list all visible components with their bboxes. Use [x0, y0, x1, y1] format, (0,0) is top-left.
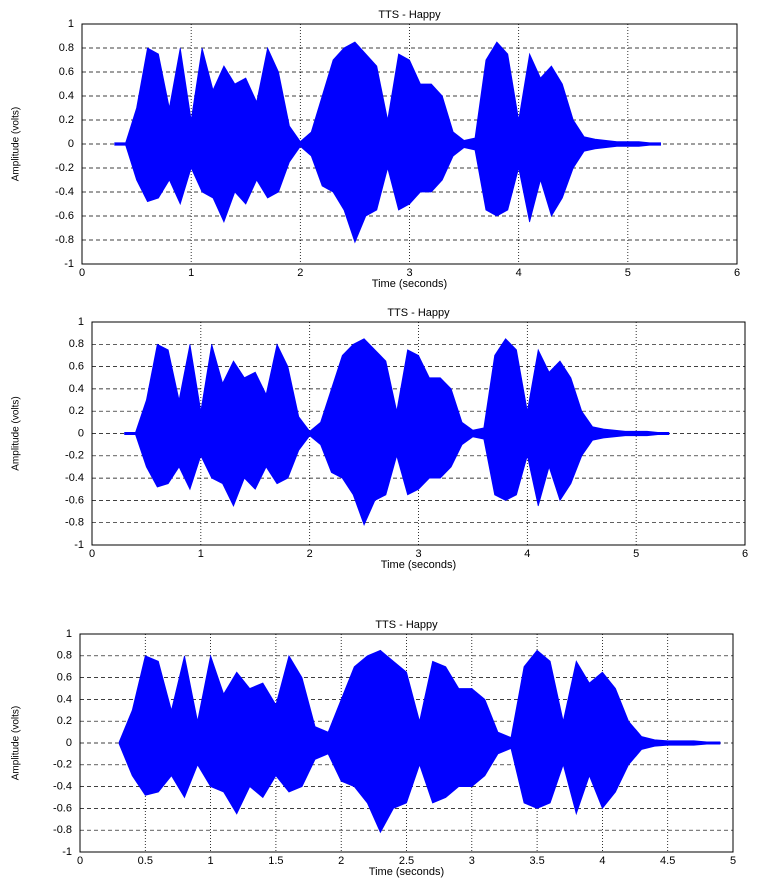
y-tick-label: -0.8: [55, 234, 74, 246]
x-tick-label: 4.5: [660, 855, 675, 867]
waveform-envelope: [118, 742, 721, 834]
y-tick-label: -0.4: [65, 472, 84, 484]
plot-frame: [79, 633, 734, 853]
x-tick-label: 4: [599, 855, 605, 867]
y-tick-label: -0.8: [65, 517, 84, 529]
y-tick-label: 0.4: [69, 383, 84, 395]
y-tick-label: 0.2: [57, 715, 72, 727]
x-tick-label: 4: [524, 548, 530, 560]
chart-title: TTS - Happy: [387, 307, 450, 319]
y-axis-label: Amplitude (volts): [11, 396, 22, 470]
y-tick-label: 0.6: [57, 672, 72, 684]
y-tick-label: -0.4: [55, 186, 74, 198]
x-tick-label: 3: [415, 548, 421, 560]
x-tick-label: 5: [625, 267, 631, 279]
y-tick-label: -0.2: [55, 162, 74, 174]
x-tick-label: 3: [406, 267, 412, 279]
x-tick-label: 2: [307, 548, 313, 560]
y-tick-label: -1: [62, 846, 72, 858]
y-tick-label: 0: [66, 737, 72, 749]
x-tick-label: 5: [730, 855, 736, 867]
waveform-envelope: [118, 649, 721, 744]
x-tick-label: 2: [338, 855, 344, 867]
x-tick-label: 1: [198, 548, 204, 560]
chart: -1 -0.8 -0.6 -0.4 -0.2 0 0.2 0.4 0.6 0.8 1 0 0.5 1 1.5…: [11, 619, 736, 878]
x-axis-label: Time (seconds): [369, 866, 444, 878]
y-tick-label: 0.4: [59, 90, 74, 102]
y-tick-label: -1: [64, 258, 74, 270]
y-tick-label: 0.8: [57, 650, 72, 662]
y-tick-label: -0.4: [53, 781, 72, 793]
y-tick-label: 0: [78, 427, 84, 439]
y-tick-label: -0.8: [53, 824, 72, 836]
x-tick-label: 5: [633, 548, 639, 560]
y-tick-label: 0: [68, 138, 74, 150]
x-tick-label: 0: [79, 267, 85, 279]
y-tick-label: 1: [68, 18, 74, 30]
y-tick-label: 0.8: [69, 338, 84, 350]
x-tick-label: 2: [297, 267, 303, 279]
x-tick-label: 0: [89, 548, 95, 560]
y-tick-label: 0.4: [57, 693, 72, 705]
x-tick-label: 0.5: [138, 855, 153, 867]
x-tick-label: 3.5: [529, 855, 544, 867]
y-tick-label: 1: [78, 316, 84, 328]
y-tick-label: 0.6: [59, 66, 74, 78]
y-tick-label: 0.2: [69, 405, 84, 417]
chart: -1 -0.8 -0.6 -0.4 -0.2 0 0.2 0.4 0.6 0.8 1 0 1 2 3 4 5 6 T…: [11, 307, 748, 571]
x-tick-label: 4: [516, 267, 522, 279]
x-axis-label: Time (seconds): [381, 559, 456, 571]
y-axis-label: Amplitude (volts): [11, 107, 22, 181]
y-tick-label: -1: [74, 539, 84, 551]
x-tick-label: 2.5: [399, 855, 414, 867]
x-axis-label: Time (seconds): [372, 278, 447, 290]
waveform-envelope: [124, 338, 670, 434]
waveform-envelope: [114, 41, 661, 145]
y-tick-label: -0.2: [53, 759, 72, 771]
plot-frame: [81, 23, 738, 265]
y-tick-label: 0.2: [59, 114, 74, 126]
y-tick-label: -0.6: [55, 210, 74, 222]
x-tick-label: 0: [77, 855, 83, 867]
y-tick-label: 1: [66, 628, 72, 640]
y-tick-label: -0.2: [65, 450, 84, 462]
x-tick-label: 1: [188, 267, 194, 279]
x-tick-label: 6: [742, 548, 748, 560]
x-tick-label: 6: [734, 267, 740, 279]
chart-title: TTS - Happy: [378, 9, 441, 21]
y-tick-label: -0.6: [53, 802, 72, 814]
waveform-envelope: [124, 433, 670, 527]
x-tick-label: 3: [469, 855, 475, 867]
chart: -1 -0.8 -0.6 -0.4 -0.2 0 0.2 0.4 0.6 0.8 1 0 1 2 3 4 5 6 T…: [11, 9, 740, 290]
y-tick-label: 0.8: [59, 42, 74, 54]
y-tick-label: -0.6: [65, 494, 84, 506]
x-tick-label: 1.5: [268, 855, 283, 867]
plot-frame: [91, 321, 746, 546]
chart-title: TTS - Happy: [375, 619, 438, 631]
x-tick-label: 1: [208, 855, 214, 867]
y-axis-label: Amplitude (volts): [11, 706, 22, 780]
y-tick-label: 0.6: [69, 361, 84, 373]
waveform-envelope: [114, 143, 661, 244]
